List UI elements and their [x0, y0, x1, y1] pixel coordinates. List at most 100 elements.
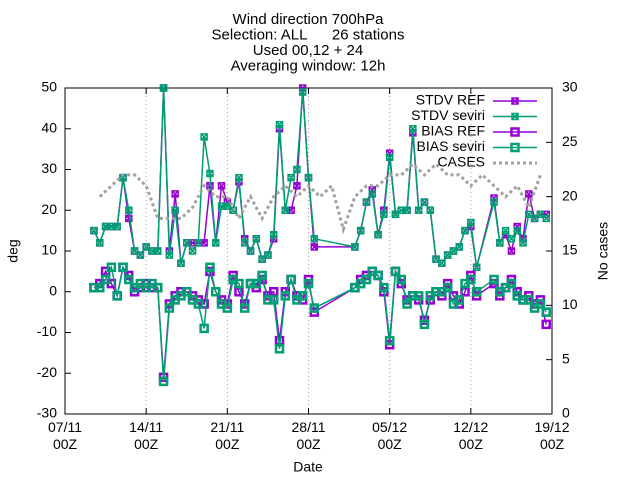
legend-label: BIAS seviri: [417, 138, 485, 154]
data-point: [455, 243, 463, 251]
marker-box: [362, 198, 371, 206]
marker-cross: [171, 206, 179, 214]
marker-box: [380, 210, 388, 219]
data-point: [507, 235, 516, 243]
marker-cross: [310, 235, 318, 243]
data-point: [449, 247, 458, 255]
data-point: [112, 291, 122, 301]
marker-box: [113, 222, 121, 231]
data-point: [211, 239, 220, 247]
marker-cross: [409, 125, 417, 133]
y2-axis-label: No cases: [595, 222, 611, 280]
data-point: [188, 247, 197, 255]
data-point: [506, 278, 517, 289]
data-point: [136, 251, 145, 259]
marker-cross: [275, 121, 284, 129]
data-point: [309, 303, 320, 313]
data-point: [304, 173, 313, 182]
marker-cross: [160, 84, 168, 92]
data-point: [524, 295, 534, 305]
marker-box: [293, 165, 301, 174]
data-point: [95, 282, 105, 293]
marker-cross: [403, 206, 411, 214]
x-tick-label: 14/11 00Z: [129, 419, 163, 452]
marker-box: [90, 226, 98, 235]
marker-cross: [397, 206, 405, 214]
marker-cross: [299, 88, 307, 96]
marker-cross: [519, 239, 527, 247]
y-tick-label: -10: [37, 323, 57, 339]
x-tick-label: 07/11 00Z: [48, 419, 82, 452]
marker-cross: [218, 202, 226, 210]
marker-cross: [368, 190, 376, 198]
data-point: [235, 173, 243, 182]
marker-cross: [165, 251, 173, 259]
marker-cross: [391, 210, 399, 218]
marker-box: [525, 210, 533, 219]
x-tick-label-line: 21/11: [210, 419, 244, 435]
marker-box: [449, 247, 458, 255]
data-point: [246, 247, 255, 255]
marker-cross: [177, 259, 185, 267]
data-point: [396, 274, 407, 285]
marker-cross: [119, 174, 127, 182]
marker-cross: [542, 214, 550, 222]
marker-box: [298, 84, 307, 92]
chart-title: Used 00,12 + 24: [253, 42, 364, 59]
y2-tick-label: 20: [562, 187, 578, 203]
marker-box: [438, 259, 446, 267]
data-point: [368, 190, 377, 198]
data-point: [432, 255, 440, 263]
data-point: [541, 307, 551, 317]
marker-cross: [511, 112, 519, 121]
data-point: [164, 303, 175, 313]
data-point: [380, 210, 388, 219]
marker-box: [171, 190, 179, 198]
marker-cross: [206, 170, 214, 178]
legend-label: CASES: [438, 154, 485, 170]
marker-cross: [206, 182, 214, 190]
legend-marker: [510, 142, 520, 153]
marker-box: [519, 239, 527, 247]
marker-cross: [154, 247, 162, 255]
marker-box: [142, 243, 150, 251]
marker-box: [461, 226, 469, 235]
data-point: [194, 239, 203, 247]
marker-box: [542, 214, 550, 223]
data-point: [222, 303, 233, 313]
marker-cross: [136, 251, 144, 259]
data-point: [391, 210, 400, 219]
data-point: [496, 239, 504, 247]
data-point: [100, 274, 111, 285]
marker-cross: [264, 251, 272, 259]
data-point: [171, 190, 179, 198]
marker-box: [356, 226, 365, 235]
marker-cross: [502, 227, 510, 235]
data-point: [385, 153, 394, 162]
marker-cross: [310, 243, 318, 251]
x-tick-label: 05/12 00Z: [372, 419, 407, 452]
marker-cross: [90, 227, 98, 235]
data-point: [442, 282, 453, 293]
y-tick-label: 40: [41, 119, 57, 135]
marker-cross: [287, 174, 295, 182]
marker-cross: [223, 202, 231, 210]
marker-box: [385, 153, 394, 162]
marker-box: [159, 84, 168, 92]
data-point: [420, 198, 429, 206]
data-point: [251, 278, 262, 289]
y2-tick-label: 30: [562, 79, 578, 95]
x-tick-label-line: 00Z: [215, 436, 240, 452]
marker-box: [165, 251, 174, 259]
marker-box: [252, 235, 261, 243]
marker-box: [511, 112, 519, 121]
marker-box: [217, 182, 226, 190]
data-point: [310, 235, 319, 243]
data-point: [125, 206, 133, 214]
data-point: [542, 214, 550, 223]
marker-box: [246, 247, 255, 255]
data-point: [297, 291, 308, 301]
data-point: [90, 226, 98, 235]
marker-cross: [455, 243, 463, 251]
data-point: [471, 287, 482, 297]
